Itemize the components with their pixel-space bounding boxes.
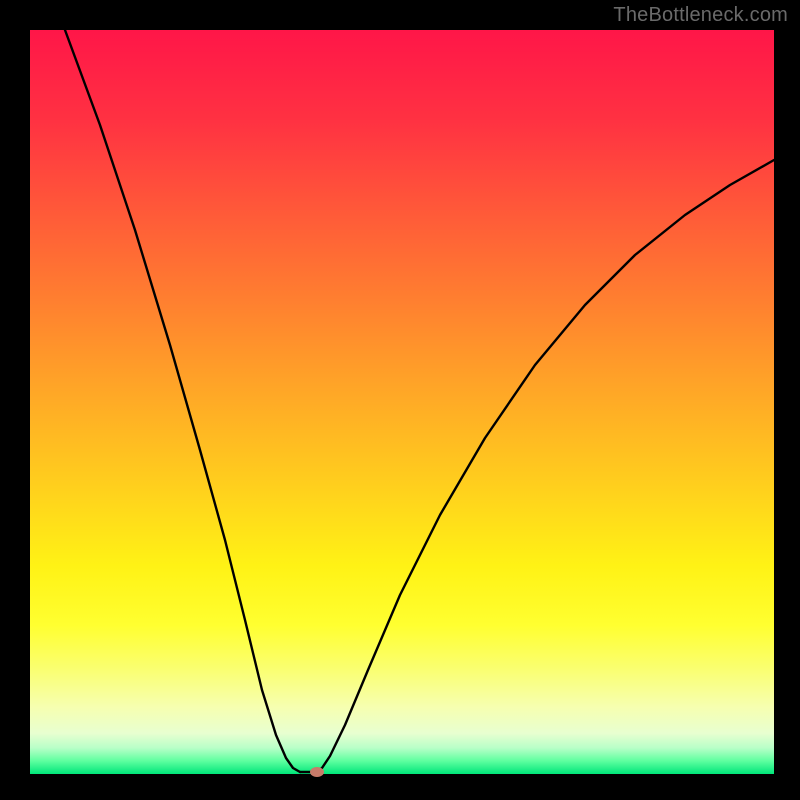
frame-left <box>0 0 30 800</box>
curve-svg <box>30 30 774 774</box>
bottleneck-curve-right <box>315 160 774 772</box>
watermark-text: TheBottleneck.com <box>613 4 788 27</box>
bottleneck-curve-left <box>65 30 300 772</box>
vertex-dot <box>310 767 324 777</box>
frame-bottom <box>0 774 800 800</box>
frame-right <box>774 0 800 800</box>
